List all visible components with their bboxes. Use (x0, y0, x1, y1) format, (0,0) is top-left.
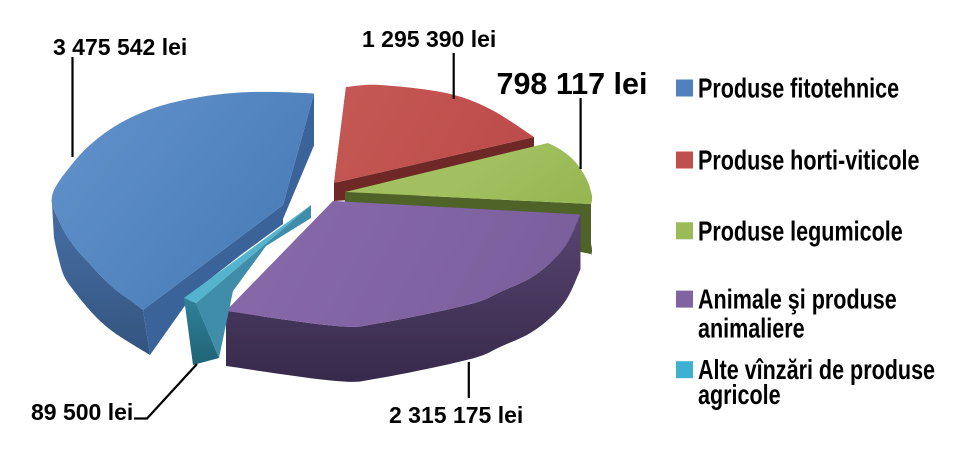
svg-text:3 475 542 lei: 3 475 542 lei (53, 34, 187, 60)
svg-text:2 315 175 lei: 2 315 175 lei (389, 402, 523, 428)
svg-text:1 295 390 lei: 1 295 390 lei (362, 26, 496, 52)
svg-text:Produse fitotehnice: Produse fitotehnice (698, 73, 899, 104)
svg-text:Animale şi produse: Animale şi produse (698, 284, 897, 315)
svg-text:89 500 lei: 89 500 lei (31, 399, 133, 425)
svg-text:Produse legumicole: Produse legumicole (698, 216, 903, 247)
svg-text:798 117 lei: 798 117 lei (497, 67, 648, 101)
svg-text:Alte vînzări de produse: Alte vînzări de produse (698, 355, 935, 386)
svg-text:Produse horti-viticole: Produse horti-viticole (698, 145, 920, 176)
svg-text:animaliere: animaliere (698, 313, 805, 344)
svg-text:agricole: agricole (698, 380, 781, 411)
